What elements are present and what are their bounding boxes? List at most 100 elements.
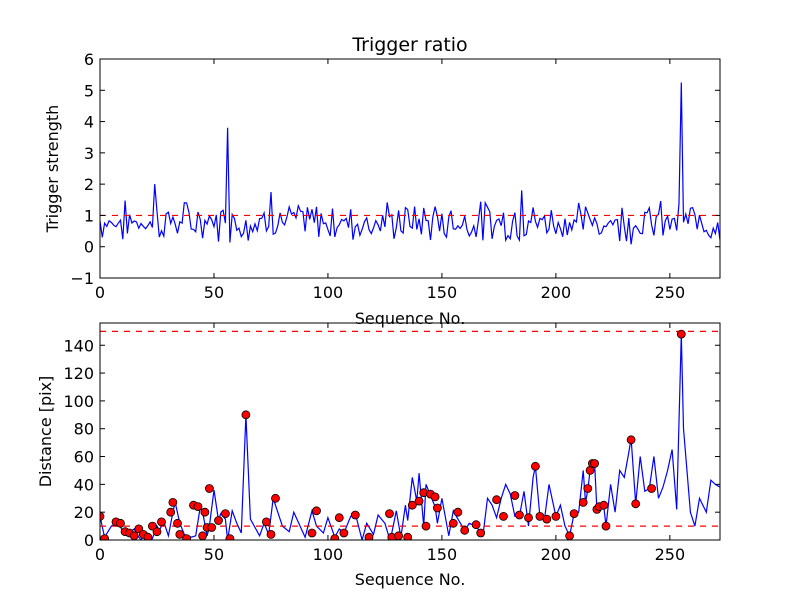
distance-marker — [601, 521, 611, 531]
distance-marker — [578, 497, 588, 507]
bottom-x-axis-label: Sequence No. — [355, 570, 466, 589]
distance-marker — [100, 512, 105, 521]
distance-marker — [143, 532, 153, 540]
y-tick-label: 80 — [74, 420, 94, 439]
distance-marker — [565, 531, 574, 540]
x-tick-label: 100 — [313, 283, 344, 302]
y-tick-label: 40 — [74, 475, 94, 494]
distance-marker — [492, 495, 502, 505]
distance-marker — [225, 534, 235, 540]
distance-marker — [460, 525, 470, 535]
x-tick-label: 0 — [95, 545, 105, 564]
distance-marker — [448, 518, 458, 528]
distance-marker — [152, 527, 162, 537]
distance-marker — [214, 516, 223, 525]
distance-marker — [524, 513, 533, 523]
distance-marker — [241, 410, 251, 420]
distance-marker — [204, 484, 214, 493]
distance-marker — [499, 512, 508, 521]
distance-marker — [542, 514, 552, 524]
y-tick-label: 3 — [84, 144, 94, 163]
distance-marker — [407, 500, 417, 510]
distance-marker — [551, 512, 561, 521]
x-tick-label: 200 — [541, 283, 572, 302]
distance-marker — [583, 484, 593, 493]
bottom-subplot: 0 50 100 150 200 250 0 20 40 60 80 100 120 140 Sequen… — [36, 322, 721, 589]
distance-marker — [198, 531, 207, 540]
y-tick-label: −1 — [70, 269, 94, 288]
distance-marker — [312, 506, 321, 516]
distance-marker — [676, 329, 686, 339]
distance-marker — [271, 493, 280, 503]
distance-marker — [421, 521, 431, 531]
distance-marker — [515, 510, 524, 520]
y-tick-label: 1 — [84, 206, 94, 225]
distance-marker — [100, 534, 109, 540]
top-plot-area — [100, 82, 720, 245]
distance-marker — [385, 509, 394, 518]
distance-marker — [147, 521, 157, 531]
x-tick-label: 250 — [655, 545, 686, 564]
x-tick-label: 50 — [204, 545, 224, 564]
distance-marker — [647, 484, 656, 493]
x-tick-label: 150 — [427, 283, 458, 302]
distance-marker — [193, 502, 203, 512]
distance-marker — [531, 461, 540, 471]
distance-marker — [364, 532, 374, 540]
top-y-axis-label: Trigger strength — [43, 105, 62, 234]
y-tick-label: 0 — [84, 531, 94, 550]
distance-marker — [414, 496, 424, 506]
trigger-strength-line — [100, 82, 720, 245]
x-tick-label: 50 — [204, 283, 224, 302]
bottom-y-axis-label: Distance [pix] — [36, 376, 55, 488]
distance-marker — [430, 492, 440, 502]
distance-marker — [334, 513, 344, 523]
y-tick-label: 100 — [63, 392, 94, 411]
y-tick-label: 0 — [84, 238, 94, 257]
y-tick-label: 4 — [84, 113, 94, 132]
y-tick-label: 2 — [84, 175, 94, 194]
distance-marker — [432, 503, 442, 513]
distance-marker — [200, 507, 210, 517]
distance-marker — [175, 530, 185, 539]
distance-marker — [330, 534, 340, 540]
distance-marker — [476, 528, 486, 538]
x-tick-label: 150 — [427, 545, 458, 564]
distance-marker — [403, 532, 413, 540]
y-tick-label: 140 — [63, 336, 94, 355]
distance-marker — [261, 517, 271, 527]
distance-marker — [168, 497, 178, 507]
distance-marker — [626, 435, 636, 445]
distance-marker — [394, 531, 403, 540]
distance-marker — [590, 459, 599, 468]
distance-marker — [166, 507, 176, 517]
distance-marker — [182, 534, 191, 540]
y-tick-label: 60 — [74, 448, 94, 467]
x-tick-label: 250 — [655, 283, 686, 302]
distance-marker — [569, 509, 579, 518]
distance-marker — [207, 523, 217, 532]
bottom-ticks: 0 50 100 150 200 250 0 20 40 60 80 100 120 140 — [63, 323, 720, 564]
distance-marker — [129, 531, 139, 540]
top-chart-title: Trigger ratio — [351, 34, 467, 56]
y-tick-label: 120 — [63, 364, 94, 383]
distance-marker — [453, 507, 463, 517]
y-tick-label: 6 — [84, 50, 94, 69]
distance-marker — [173, 518, 182, 528]
distance-marker — [116, 518, 125, 528]
distance-markers — [100, 329, 686, 540]
y-tick-label: 5 — [84, 81, 94, 100]
x-tick-label: 0 — [95, 283, 105, 302]
distance-marker — [471, 520, 481, 530]
distance-marker — [339, 528, 349, 538]
top-axes-frame — [99, 58, 721, 279]
bottom-axes-frame — [99, 322, 721, 541]
distance-marker — [350, 510, 360, 520]
distance-marker — [157, 517, 166, 527]
distance-marker — [220, 509, 230, 518]
y-tick-label: 20 — [74, 503, 94, 522]
distance-marker — [307, 528, 317, 538]
